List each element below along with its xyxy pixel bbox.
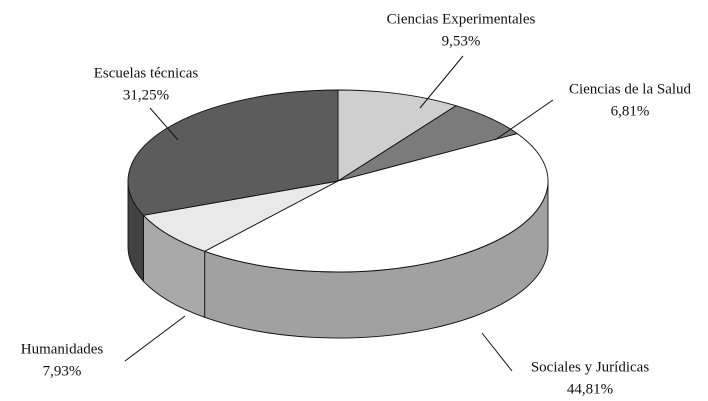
leader-line — [481, 332, 513, 372]
slice-label: Humanidades — [21, 341, 104, 357]
leader-line — [419, 55, 464, 109]
slice-value-label: 9,53% — [442, 33, 481, 49]
slice — [337, 89, 458, 182]
slice-value-label: 6,81% — [611, 103, 650, 119]
slice-value-label: 7,93% — [43, 363, 82, 379]
leader-line — [149, 107, 179, 141]
slice-value-label: 44,81% — [567, 381, 613, 397]
slice — [127, 89, 339, 216]
slice-label: Escuelas técnicas — [94, 65, 199, 81]
slice-label: Ciencias de la Salud — [569, 81, 692, 97]
leader-line — [124, 315, 186, 362]
slice — [142, 180, 339, 252]
leader-line — [494, 99, 554, 141]
slice-label: Ciencias Experimentales — [387, 11, 536, 27]
slice-label: Sociales y Jurídicas — [531, 359, 649, 375]
slice-value-label: 31,25% — [123, 87, 169, 103]
slice — [203, 133, 549, 273]
